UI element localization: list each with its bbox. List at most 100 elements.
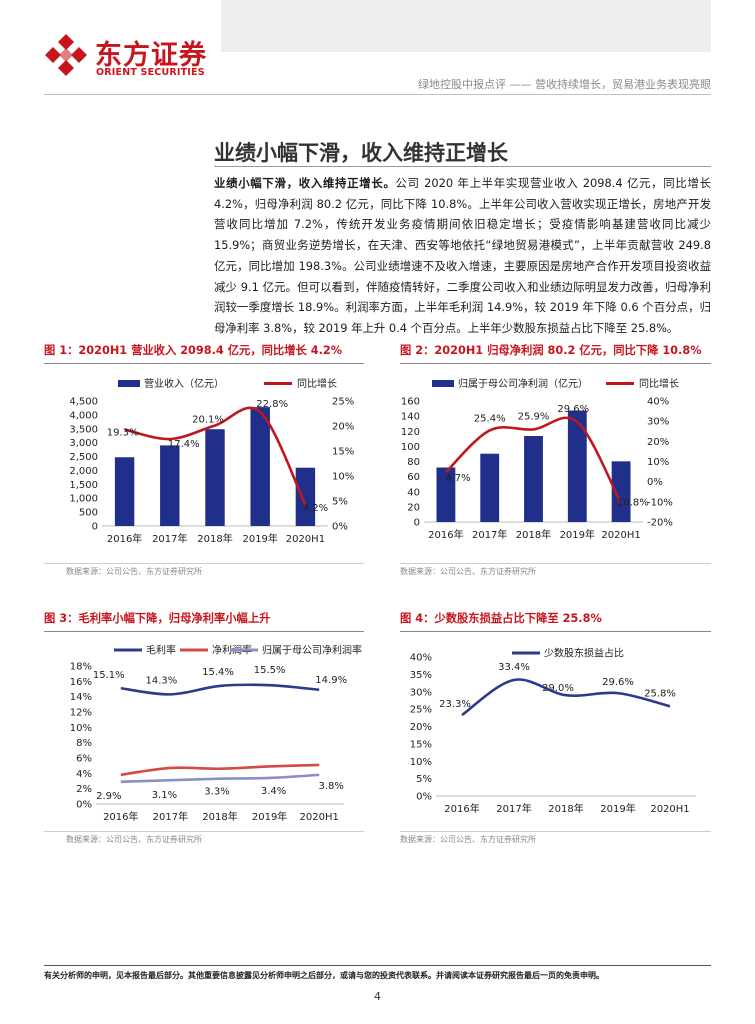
growth-line — [444, 416, 623, 505]
bar — [205, 429, 225, 526]
series-line — [120, 683, 320, 696]
x-tick-label: 2018年 — [516, 528, 551, 541]
data-label: 29.6% — [602, 677, 634, 688]
y-tick-label: 25% — [410, 705, 432, 716]
y-tick-label: 40% — [410, 653, 432, 664]
y-tick-label: 35% — [410, 670, 432, 681]
y-tick-label: 12% — [70, 708, 92, 719]
x-tick-label: 2017年 — [152, 532, 187, 545]
x-tick-label: 2019年 — [252, 810, 287, 823]
y-left-tick-label: 3,500 — [69, 424, 98, 435]
section-title: 业绩小幅下滑，收入维持正增长 — [214, 141, 508, 165]
x-tick-label: 2017年 — [496, 802, 531, 815]
y-tick-label: 8% — [76, 738, 92, 749]
data-label: -10.8% — [613, 497, 648, 508]
series-line — [120, 763, 320, 777]
margin-chart: 18% 16% 14% 12% 10% 8% 6% 4% 2% 0% 2016年 2017年 2018年… — [70, 644, 362, 824]
x-tick-label: 2020H1 — [601, 530, 640, 541]
data-label: 17.4% — [168, 439, 200, 450]
y-tick-label: 0% — [416, 792, 432, 803]
y-right-tick-label: 20% — [332, 422, 354, 433]
x-tick-label: 2016年 — [103, 810, 138, 823]
x-tick-label: 2016年 — [428, 528, 463, 541]
bar — [567, 410, 587, 522]
figure-3-caption: 毛利率小幅下降，归母净利率小幅上升 — [78, 612, 271, 625]
data-label: 15.4% — [202, 667, 234, 678]
y-right-tick-label: 10% — [647, 457, 669, 468]
data-label: 3.4% — [261, 786, 286, 797]
figure-4-rule — [400, 631, 711, 632]
figure-1-rule — [44, 363, 364, 364]
figure-2-rule — [400, 363, 711, 364]
data-label: 25.9% — [518, 411, 550, 422]
data-label: 2.9% — [96, 791, 121, 802]
x-tick-label: 2019年 — [600, 802, 635, 815]
x-tick-label: 2018年 — [202, 810, 237, 823]
y-left-tick-label: 500 — [79, 508, 98, 519]
x-tick-label: 2020H1 — [650, 804, 689, 815]
section-paragraph: 业绩小幅下滑，收入维持正增长。公司 2020 年上半年实现营业收入 2098.4… — [214, 173, 711, 339]
figure-4-bottom-rule — [400, 831, 711, 832]
logo-english-name: ORIENT SECURITIES — [96, 67, 205, 78]
header-divider — [44, 94, 711, 95]
y-left-tick-label: 4,000 — [69, 410, 98, 421]
figure-4-caption: 少数股东损益占比下降至 25.8% — [434, 612, 602, 625]
x-tick-label: 2020H1 — [286, 534, 325, 545]
data-label: 20.1% — [192, 415, 224, 426]
bar — [160, 445, 180, 526]
data-label: 15.5% — [254, 665, 286, 676]
minority-share-chart: 40% 35% 30% 25% 20% 15% 10% 5% 0% 2016年 2017年 2018年… — [410, 647, 696, 815]
data-label: 29.6% — [557, 404, 589, 415]
data-label: 14.9% — [315, 675, 347, 686]
y-tick-label: 18% — [70, 662, 92, 673]
footer-divider — [44, 965, 711, 966]
figure-1-source: 数据来源：公司公告、东方证券研究所 — [66, 567, 202, 576]
bar — [524, 436, 543, 522]
bar — [114, 457, 135, 526]
figure-2-label: 图 2： — [400, 344, 435, 357]
figure-3-rule — [44, 631, 364, 632]
data-label: 22.8% — [256, 399, 288, 410]
figure-3-label: 图 3： — [44, 612, 79, 625]
figure-2-title: 图 2：2020H1 归母净利润 80.2 亿元，同比下降 10.8% — [400, 342, 702, 358]
bar — [436, 467, 456, 522]
y-left-tick-label: 20 — [407, 502, 420, 513]
series-line — [120, 773, 320, 784]
x-tick-label: 2019年 — [242, 532, 277, 545]
y-right-tick-label: -20% — [647, 518, 673, 529]
y-tick-label: 20% — [410, 722, 432, 733]
figure-1-bottom-rule — [44, 563, 364, 564]
y-right-tick-label: 10% — [332, 472, 354, 483]
legend-line-label: 同比增长 — [639, 377, 679, 390]
x-tick-label: 2020H1 — [300, 812, 339, 823]
bar — [611, 461, 631, 522]
y-right-tick-label: -10% — [647, 497, 673, 508]
y-right-tick-label: 0% — [647, 477, 663, 488]
x-tick-label: 2016年 — [444, 802, 479, 815]
y-tick-label: 30% — [410, 687, 432, 698]
y-left-tick-label: 1,500 — [69, 480, 98, 491]
x-tick-label: 2018年 — [197, 532, 232, 545]
legend-bar-swatch — [118, 380, 140, 387]
y-tick-label: 0% — [76, 800, 92, 811]
y-left-tick-label: 4,500 — [69, 397, 98, 408]
revenue-chart: 营业收入（亿元） 同比增长 4,500 4,000 3,500 3,000 2,500 2,0… — [69, 377, 354, 545]
data-label: 3.3% — [204, 787, 229, 798]
section-divider — [214, 166, 711, 167]
data-label: 19.3% — [107, 428, 139, 439]
figure-2-caption: 2020H1 归母净利润 80.2 亿元，同比下降 10.8% — [434, 344, 702, 357]
legend-line-label: 同比增长 — [297, 377, 337, 390]
y-tick-label: 4% — [76, 769, 92, 780]
y-left-tick-label: 160 — [401, 397, 420, 408]
x-tick-label: 2018年 — [548, 802, 583, 815]
x-tick-label: 2017年 — [472, 528, 507, 541]
paragraph-lead: 业绩小幅下滑，收入维持正增长。 — [214, 176, 396, 190]
data-label: 25.8% — [644, 688, 676, 699]
y-left-tick-label: 120 — [401, 427, 420, 438]
x-tick-label: 2019年 — [560, 528, 595, 541]
data-label: 23.3% — [439, 699, 471, 710]
y-left-tick-label: 1,000 — [69, 494, 98, 505]
figure-1-label: 图 1： — [44, 344, 79, 357]
legend-bar-swatch — [432, 380, 454, 387]
growth-line — [124, 406, 307, 506]
